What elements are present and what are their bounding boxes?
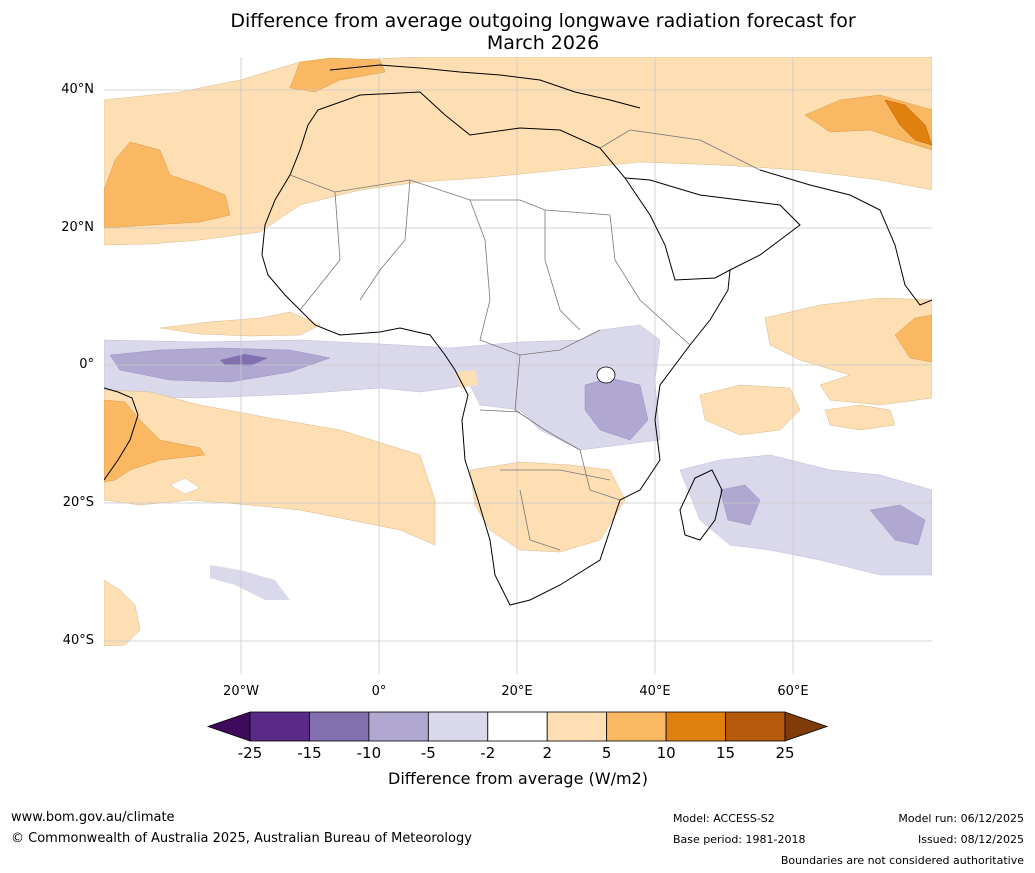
footer-website: www.bom.gov.au/climate [11,810,175,825]
colorbar-swatch [309,711,370,742]
latitude-label-20n: 20°N [61,220,94,235]
map-title: Difference from average outgoing longwav… [100,10,986,54]
longitude-label-20w: 20°W [223,684,259,699]
footer-model: Model: ACCESS-S2 [673,812,775,825]
anomaly-orange-arabian-sea [894,314,932,363]
anomaly-positive-southwest [104,579,141,647]
title-line-1: Difference from average outgoing longwav… [230,10,856,32]
anomaly-negative-east-africa [584,377,649,441]
hole-south-atlantic [169,477,201,495]
footer-base-period: Base period: 1981-2018 [673,833,806,846]
colorbar-swatch [487,711,548,742]
coastline-africa [261,91,731,606]
colorbar-tick-label: 25 [775,744,795,762]
footer-model-run: Model run: 06/12/2025 [898,812,1024,825]
anomaly-positive-south-atlantic [104,389,436,546]
anomaly-negative-equatorial-core [220,354,268,366]
colorbar-tick-label: -25 [237,744,263,762]
colorbar-swatch [427,711,489,742]
anomaly-positive-guinea [159,311,321,337]
lake-victoria [596,366,616,384]
anomaly-positive-indian-ocean-3 [824,404,896,431]
colorbar-tick-label: -2 [480,744,496,762]
anomaly-negative-indian-ocean-core [719,484,761,526]
footer-copyright: © Commonwealth of Australia 2025, Austra… [11,831,472,846]
graticule [104,57,932,674]
colorbar-tick-label: 10 [656,744,676,762]
colorbar-swatch [606,711,667,742]
footer-disclaimer: Boundaries are not considered authoritat… [780,854,1024,867]
colorbar-tick-label: -15 [297,744,322,762]
anomaly-positive-indian-ocean-1 [699,384,801,436]
latitude-label-20s: 20°S [62,495,94,510]
coastline-south-america [104,387,139,481]
colorbar-swatch [546,711,608,742]
colorbar-swatch [368,711,429,742]
colorbar-swatch [249,711,310,742]
anomaly-positive-indian-ocean-2 [764,297,932,406]
title-line-2: March 2026 [486,32,600,54]
coastline-madagascar [679,469,723,541]
coastline-arabia [624,177,801,271]
anomaly-positive-gabon [455,370,478,388]
anomaly-dark-orange-asia [884,99,932,146]
longitude-label-20e: 20°E [501,684,533,699]
colorbar-arrow-high [784,711,829,742]
colorbar-swatch [725,711,786,742]
colorbar-tick-label: 5 [601,744,612,762]
colorbar-tick-label: -5 [420,744,436,762]
longitude-label-0: 0° [371,684,387,699]
anomaly-orange-atlantic [104,141,231,229]
country-borders [289,129,761,551]
coastlines [104,64,932,606]
colorbar-swatch [665,711,726,742]
coastline-mediterranean-north [329,64,641,109]
anomaly-negative-south-atlantic [210,565,290,600]
anomaly-negative-indian-ocean [679,454,932,576]
anomaly-positive-north [104,57,932,246]
colorbar-tick-label: 2 [542,744,552,762]
colorbar-title: Difference from average (W/m2) [388,769,648,788]
anomaly-orange-south-atlantic [104,399,206,483]
anomaly-positive-southern-africa [469,461,626,553]
colorbar-tick-label: 15 [716,744,736,762]
footer-issued: Issued: 08/12/2025 [917,833,1024,846]
map-plot-area [104,57,932,674]
latitude-label-40n: 40°N [61,82,94,97]
latitude-label-0: 0° [79,357,94,372]
colorbar-arrow-low [206,711,251,742]
coastline-persia [759,169,932,306]
anomaly-negative-indian-ocean-core-2 [869,504,926,546]
longitude-label-40e: 40°E [639,684,671,699]
colorbar [206,711,829,742]
colorbar-tick-label: -10 [356,744,382,762]
longitude-label-60e: 60°E [777,684,809,699]
latitude-label-40s: 40°S [62,633,94,648]
